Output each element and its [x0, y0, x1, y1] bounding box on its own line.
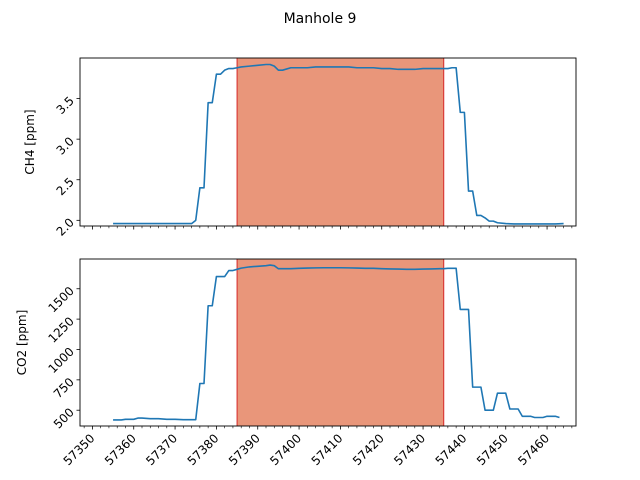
- y-tick-label: 3.0: [54, 134, 77, 157]
- y-tick-label: 2.5: [54, 175, 77, 198]
- highlight-span: [237, 259, 444, 426]
- co2-series-line: [113, 264, 560, 421]
- ch4-y-axis-label: CH4 [ppm]: [23, 109, 37, 174]
- co2-panel: 57350 57360 57370 57380 57390 57400 57410 57420…: [45, 258, 577, 468]
- y-tick-label: 750: [51, 375, 77, 401]
- x-tick-label: 57400: [267, 431, 304, 468]
- x-tick-label: 57440: [433, 431, 470, 468]
- x-tick-label: 57430: [391, 431, 428, 468]
- x-tick-label: 57370: [143, 431, 180, 468]
- x-tick-label: 57410: [309, 431, 346, 468]
- highlight-span: [237, 58, 444, 226]
- y-tick-label: 1500: [45, 284, 76, 315]
- x-tick-label: 57380: [185, 431, 222, 468]
- y-tick-label: 1250: [45, 314, 76, 345]
- x-tick-label: 57450: [474, 431, 511, 468]
- y-tick-label: 2.0: [54, 215, 77, 238]
- x-tick-label: 57360: [102, 431, 139, 468]
- x-tick-label: 57390: [226, 431, 263, 468]
- axes-frame: [79, 258, 577, 427]
- x-tick-label: 57420: [350, 431, 387, 468]
- ch4-series-line: [113, 63, 564, 225]
- x-tick-label: 57460: [515, 431, 552, 468]
- y-tick-label: 3.5: [54, 94, 77, 117]
- co2-y-axis-label: CO2 [ppm]: [15, 310, 29, 376]
- axes-frame: [79, 57, 577, 227]
- x-tick-label: 57350: [61, 431, 98, 468]
- ch4-panel: 2.0 2.5 3.0 3.5: [54, 57, 577, 239]
- y-tick-label: 1000: [45, 345, 76, 376]
- chart-title: Manhole 9: [284, 11, 357, 27]
- y-tick-label: 500: [51, 405, 77, 431]
